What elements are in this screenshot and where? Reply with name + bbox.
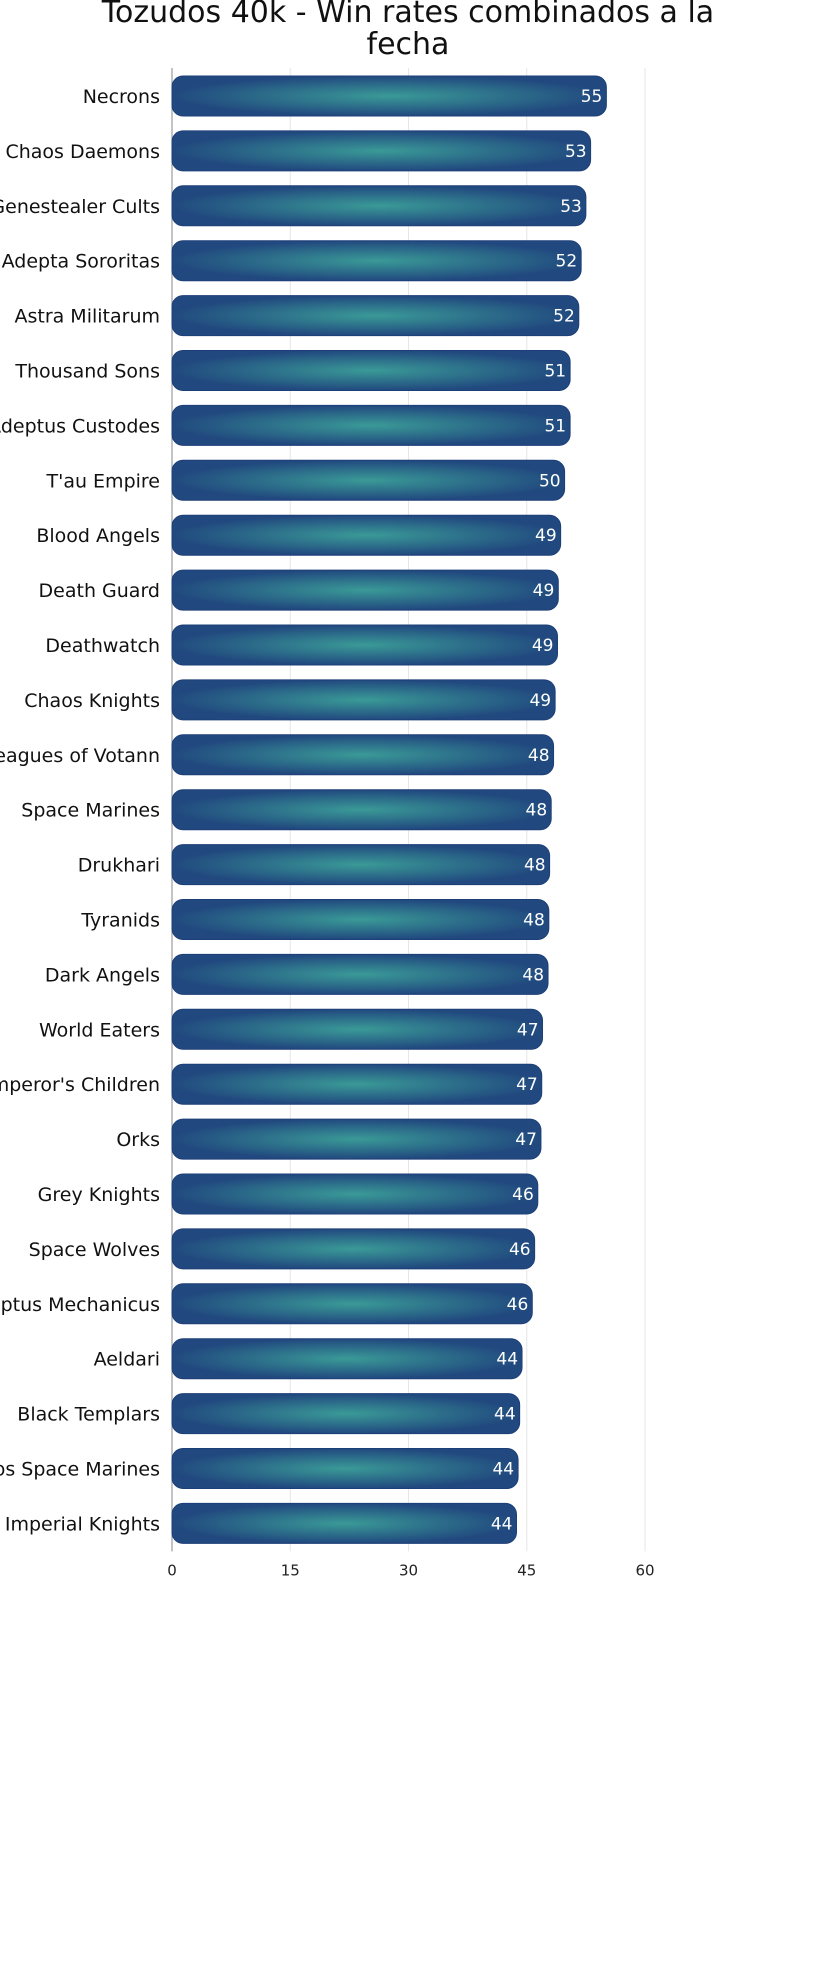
category-label: Orks bbox=[116, 1129, 160, 1151]
value-label: 48 bbox=[528, 746, 550, 766]
bar bbox=[171, 844, 551, 886]
value-label: 44 bbox=[492, 1460, 514, 1480]
category-label: Thousand Sons bbox=[14, 361, 160, 383]
value-label: 44 bbox=[491, 1514, 513, 1534]
bar bbox=[171, 350, 571, 391]
value-label: 49 bbox=[533, 581, 555, 601]
bar bbox=[171, 185, 587, 227]
category-label: Chaos Space Marines bbox=[0, 1459, 160, 1481]
bar bbox=[171, 1008, 544, 1050]
value-labels: 55 53 53 52 52 51 51 50 49 49 49 49 48 48 48 48 48 47 47 47… bbox=[491, 87, 603, 1534]
bar bbox=[171, 1118, 542, 1160]
category-label: Imperial Knights bbox=[5, 1513, 160, 1535]
bar bbox=[171, 1283, 533, 1325]
category-label: T'au Empire bbox=[46, 470, 161, 492]
value-label: 47 bbox=[515, 1130, 537, 1150]
value-label: 47 bbox=[517, 1020, 539, 1040]
bar bbox=[171, 953, 549, 995]
bar bbox=[171, 459, 566, 501]
value-label: 53 bbox=[560, 197, 582, 217]
category-label: Adeptus Mechanicus bbox=[0, 1294, 160, 1316]
value-label: 46 bbox=[512, 1185, 534, 1205]
category-label: Deathwatch bbox=[45, 635, 160, 657]
category-label: Death Guard bbox=[39, 580, 160, 602]
x-tick-label: 30 bbox=[399, 1561, 418, 1579]
value-label: 44 bbox=[494, 1405, 516, 1425]
category-label: Aeldari bbox=[94, 1349, 160, 1371]
bars bbox=[171, 75, 607, 1544]
value-label: 47 bbox=[516, 1075, 538, 1095]
category-label: Astra Militarum bbox=[14, 306, 160, 328]
bar bbox=[171, 679, 556, 721]
value-label: 46 bbox=[509, 1240, 531, 1260]
category-label: Adeptus Custodes bbox=[0, 415, 160, 437]
chart-title-line: Tozudos 40k - Win rates combinados a la bbox=[101, 0, 714, 30]
value-label: 53 bbox=[565, 142, 587, 162]
chart-title-line: fecha bbox=[367, 27, 450, 62]
value-label: 49 bbox=[532, 636, 554, 656]
bar bbox=[171, 130, 592, 172]
bar bbox=[171, 1228, 536, 1270]
category-label: Chaos Knights bbox=[24, 690, 160, 712]
category-label: Space Marines bbox=[21, 800, 160, 822]
bar bbox=[171, 1393, 521, 1435]
value-label: 44 bbox=[496, 1350, 518, 1370]
x-axis-ticks: 0 15 30 45 60 bbox=[167, 1561, 654, 1579]
category-label: Black Templars bbox=[17, 1404, 160, 1426]
bar bbox=[171, 295, 580, 337]
category-label: Genestealer Cults bbox=[0, 196, 160, 218]
value-label: 48 bbox=[524, 856, 546, 876]
value-label: 48 bbox=[522, 965, 544, 985]
category-label: Drukhari bbox=[78, 855, 160, 877]
category-label: Adepta Sororitas bbox=[2, 251, 160, 273]
value-label: 46 bbox=[507, 1295, 529, 1315]
bar bbox=[171, 1448, 519, 1489]
value-label: 52 bbox=[556, 252, 578, 272]
category-label: Dark Angels bbox=[45, 964, 160, 986]
value-label: 55 bbox=[581, 87, 603, 107]
x-tick-label: 15 bbox=[281, 1561, 300, 1579]
bar bbox=[171, 789, 552, 831]
category-label: Blood Angels bbox=[36, 525, 160, 547]
x-tick-label: 0 bbox=[167, 1561, 177, 1579]
bar bbox=[171, 1173, 539, 1215]
category-labels: Necrons Chaos Daemons Genestealer Cults Ade… bbox=[0, 86, 160, 1535]
value-label: 49 bbox=[529, 691, 551, 711]
bar bbox=[171, 624, 558, 666]
bar bbox=[171, 899, 550, 940]
category-label: Tyranids bbox=[80, 910, 160, 932]
category-label: Leagues of Votann bbox=[0, 745, 160, 767]
bar bbox=[171, 1502, 518, 1544]
category-label: Emperor's Children bbox=[0, 1074, 160, 1096]
value-label: 50 bbox=[539, 471, 561, 491]
category-label: Space Wolves bbox=[29, 1239, 160, 1261]
value-label: 49 bbox=[535, 526, 557, 546]
bar bbox=[171, 734, 555, 776]
bar bbox=[171, 75, 607, 117]
value-label: 48 bbox=[526, 801, 548, 821]
chart-title: Tozudos 40k - Win rates combinados a laf… bbox=[101, 0, 714, 62]
bar bbox=[171, 514, 562, 556]
value-label: 52 bbox=[553, 307, 575, 327]
bar bbox=[171, 1063, 543, 1105]
bar bbox=[171, 569, 559, 611]
x-tick-label: 60 bbox=[635, 1561, 654, 1579]
bar bbox=[171, 404, 571, 446]
category-label: Grey Knights bbox=[38, 1184, 160, 1206]
x-tick-label: 45 bbox=[517, 1561, 536, 1579]
value-label: 51 bbox=[544, 362, 566, 382]
category-label: World Eaters bbox=[39, 1019, 160, 1041]
bar bbox=[171, 240, 582, 282]
category-label: Chaos Daemons bbox=[5, 141, 160, 163]
bar bbox=[171, 1338, 523, 1380]
category-label: Necrons bbox=[83, 86, 160, 108]
value-label: 51 bbox=[544, 416, 566, 436]
value-label: 48 bbox=[523, 911, 545, 931]
